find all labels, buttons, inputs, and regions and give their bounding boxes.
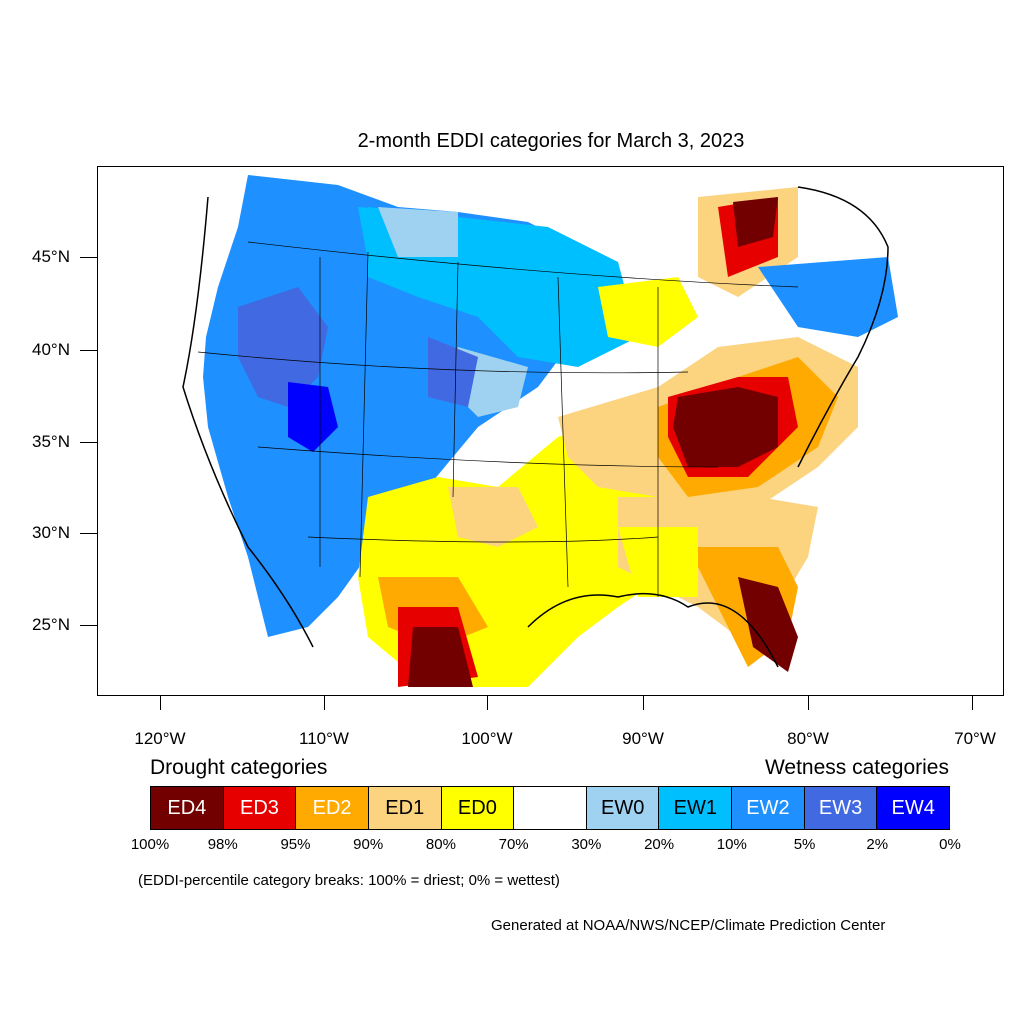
dakotas-light	[378, 207, 458, 257]
percent-break-label: 10%	[716, 836, 747, 853]
percent-break-label: 5%	[793, 836, 816, 853]
texas-south-ed4	[408, 627, 473, 687]
great-basin-wet	[428, 337, 478, 407]
credit-line: Generated at NOAA/NWS/NCEP/Climate Predi…	[491, 917, 886, 934]
state-borders	[197, 241, 799, 597]
map-title: 2-month EDDI categories for March 3, 202…	[357, 130, 745, 152]
texas-panhandle-ed1	[448, 487, 538, 547]
percent-break-label: 2%	[866, 836, 889, 853]
northeast-ed4	[733, 197, 778, 247]
legend-box-ed0: ED0	[441, 787, 515, 829]
percent-break-label: 20%	[644, 836, 675, 853]
lon-label-120: 120°W	[134, 729, 186, 748]
eddi-map	[97, 166, 1004, 696]
ohio-valley-ed4	[673, 387, 778, 467]
west-deep-wet-2	[288, 382, 338, 452]
lon-tick	[643, 696, 644, 710]
eddi-map-canvas	[182, 175, 898, 687]
lon-label-90: 90°W	[622, 729, 664, 748]
lat-label-35: 35°N	[32, 432, 70, 451]
wetness-heading: Wetness categories	[764, 756, 949, 779]
percent-break-label: 30%	[571, 836, 602, 853]
legend-box-ed1: ED1	[368, 787, 442, 829]
lat-tick	[80, 257, 97, 258]
drought-heading: Drought categories	[150, 756, 328, 779]
legend-box-ew4: EW4	[877, 787, 950, 829]
great-lakes-ed0	[598, 277, 698, 347]
legend-box-ew1: EW1	[659, 787, 733, 829]
legend-box-ed4: ED4	[151, 787, 224, 829]
lat-tick	[80, 625, 97, 626]
lon-label-70: 70°W	[954, 729, 996, 748]
percent-break-label: 0%	[939, 836, 961, 853]
lon-tick	[160, 696, 161, 710]
percent-break-label: 98%	[207, 836, 238, 853]
lon-label-100: 100°W	[461, 729, 513, 748]
percent-break-label: 70%	[498, 836, 529, 853]
category-note: (EDDI-percentile category breaks: 100% =…	[138, 872, 560, 889]
lat-tick	[80, 442, 97, 443]
florida-ed4	[738, 577, 798, 672]
category-legend: ED4 ED3 ED2 ED1 ED0 EW0 EW1 EW2 EW3 EW4	[150, 786, 950, 830]
lat-label-45: 45°N	[32, 247, 70, 266]
legend-box-ed2: ED2	[296, 787, 369, 829]
lon-tick	[324, 696, 325, 710]
west-deep-wet-1	[238, 287, 328, 407]
lat-tick	[80, 350, 97, 351]
legend-box-ed3: ED3	[223, 787, 297, 829]
percent-break-label: 95%	[280, 836, 311, 853]
lat-label-25: 25°N	[32, 615, 70, 634]
percent-break-label: 80%	[425, 836, 456, 853]
legend-box-ew3: EW3	[804, 787, 878, 829]
lat-tick	[80, 533, 97, 534]
legend-box-ew2: EW2	[732, 787, 805, 829]
legend-box-ew0: EW0	[586, 787, 660, 829]
new-england-wet	[758, 257, 898, 337]
lon-tick	[808, 696, 809, 710]
lon-label-80: 80°W	[787, 729, 829, 748]
percent-break-label: 100%	[130, 836, 170, 853]
lon-tick	[972, 696, 973, 710]
lat-label-40: 40°N	[32, 340, 70, 359]
lat-label-30: 30°N	[32, 523, 70, 542]
percent-break-label: 90%	[353, 836, 384, 853]
lon-tick	[487, 696, 488, 710]
coastline	[182, 186, 889, 668]
legend-box-neutral	[514, 787, 587, 829]
lon-label-110: 110°W	[299, 729, 349, 748]
